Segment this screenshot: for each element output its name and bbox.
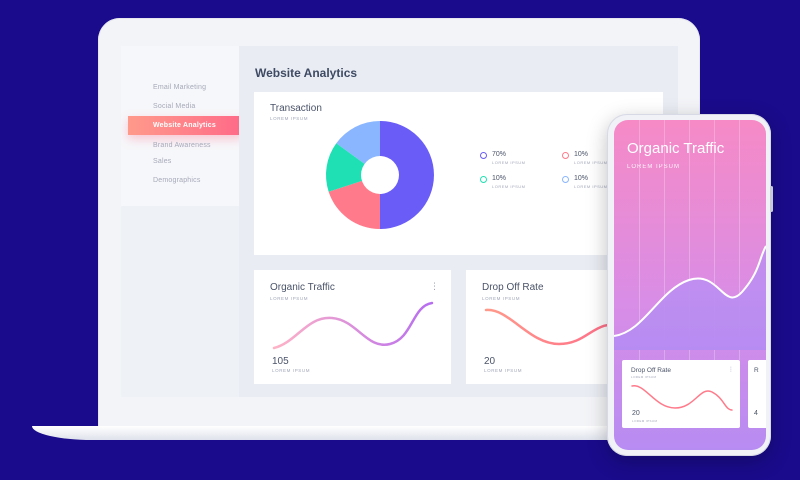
phone-card-value-label: LOREM IPSUM — [632, 419, 658, 423]
drop-off-rate-subtitle: LOREM IPSUM — [482, 296, 521, 301]
legend-ring-coral-icon — [562, 152, 569, 159]
legend-label: LOREM IPSUM — [492, 184, 526, 189]
legend-ring-teal-icon — [480, 176, 487, 183]
phone-traffic-chart — [614, 245, 766, 350]
sidebar-item-social-media[interactable]: Social Media — [153, 103, 196, 110]
grid-line — [639, 120, 640, 360]
transaction-card: Transaction LOREM IPSUM 70% LOREM IPSUM … — [254, 92, 663, 255]
drop-off-rate-value: 20 — [484, 356, 496, 367]
phone-subtitle: LOREM IPSUM — [627, 164, 681, 170]
grid-line — [689, 120, 690, 360]
phone-card-value: 20 — [632, 410, 640, 417]
drop-off-rate-value-label: LOREM IPSUM — [484, 368, 523, 373]
sidebar: Email Marketing Social Media Website Ana… — [121, 46, 243, 206]
legend-value: 10% — [574, 151, 589, 158]
transaction-subtitle: LOREM IPSUM — [270, 116, 309, 121]
phone-drop-off-card: Drop Off Rate LOREM IPSUM ⋮ 20 LOREM IPS… — [622, 360, 740, 428]
donut-chart — [325, 121, 434, 229]
phone-side-button — [770, 186, 773, 212]
phone-drop-off-sparkline — [631, 385, 733, 411]
phone-second-card: R 4 — [748, 360, 766, 428]
organic-traffic-card: Organic Traffic LOREM IPSUM ⋮ 105 LOREM … — [254, 270, 451, 384]
phone-second-card-title: R — [754, 367, 759, 374]
legend-ring-blue-icon — [562, 176, 569, 183]
phone-card-title: Drop Off Rate — [631, 367, 671, 374]
drop-off-rate-title: Drop Off Rate — [482, 282, 544, 293]
drop-off-rate-sparkline — [484, 308, 626, 346]
main-content: Website Analytics Transaction LOREM IPSU… — [239, 46, 678, 397]
legend-label: LOREM IPSUM — [492, 160, 526, 165]
legend-label: LOREM IPSUM — [574, 160, 608, 165]
more-options-icon[interactable]: ⋮ — [430, 281, 439, 291]
organic-traffic-subtitle: LOREM IPSUM — [270, 296, 309, 301]
laptop-base — [32, 426, 752, 440]
sidebar-item-sales[interactable]: Sales — [153, 158, 172, 165]
sidebar-item-demographics[interactable]: Demographics — [153, 177, 201, 184]
donut-slice — [380, 121, 434, 229]
legend-ring-purple-icon — [480, 152, 487, 159]
transaction-title: Transaction — [270, 103, 322, 114]
phone-title: Organic Traffic — [627, 140, 725, 157]
phone-second-card-value: 4 — [754, 410, 758, 417]
organic-traffic-sparkline — [272, 301, 434, 350]
phone-card-subtitle: LOREM IPSUM — [631, 375, 657, 379]
laptop-screen: Email Marketing Social Media Website Ana… — [121, 46, 678, 397]
legend-label: LOREM IPSUM — [574, 184, 608, 189]
phone-screen: Organic Traffic LOREM IPSUM Drop Off Rat… — [614, 120, 766, 450]
legend-value: 70% — [492, 151, 507, 158]
organic-traffic-title: Organic Traffic — [270, 282, 335, 293]
donut-slice — [325, 143, 380, 192]
page-title: Website Analytics — [255, 66, 358, 80]
sidebar-item-email-marketing[interactable]: Email Marketing — [153, 84, 207, 91]
grid-line — [664, 120, 665, 360]
legend-value: 10% — [492, 175, 507, 182]
organic-traffic-value-label: LOREM IPSUM — [272, 368, 311, 373]
phone-card-options-icon[interactable]: ⋮ — [728, 367, 734, 373]
sidebar-item-brand-awareness[interactable]: Brand Awareness — [153, 142, 211, 149]
grid-line — [714, 120, 715, 360]
organic-traffic-value: 105 — [272, 356, 289, 367]
legend-value: 10% — [574, 175, 589, 182]
sidebar-item-website-analytics[interactable]: Website Analytics — [128, 116, 243, 135]
grid-line — [739, 120, 740, 360]
